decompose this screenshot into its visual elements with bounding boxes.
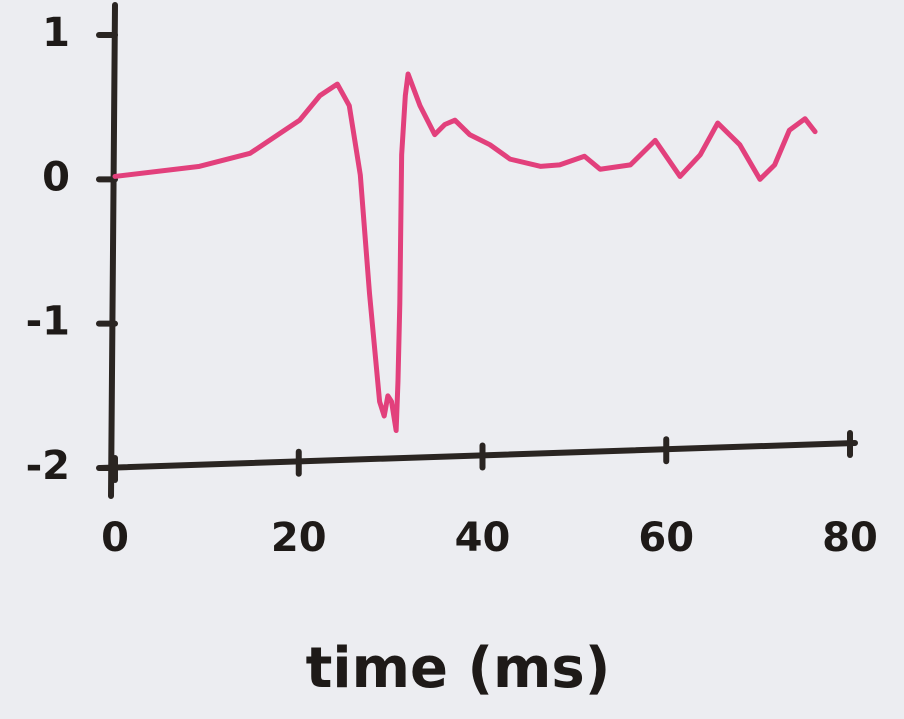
- y-axis: [111, 5, 115, 496]
- x-axis-label: time (ms): [306, 636, 611, 701]
- y-tick-label: -2: [26, 443, 70, 489]
- x-tick-label: 20: [271, 515, 327, 561]
- x-tick-label: 60: [638, 515, 694, 561]
- y-tick-label: 1: [42, 10, 70, 56]
- y-tick-label: 0: [42, 154, 70, 200]
- x-tick-label: 40: [455, 515, 511, 561]
- y-tick-label: -1: [26, 299, 70, 345]
- background: [0, 0, 904, 719]
- x-tick-label: 80: [822, 515, 878, 561]
- x-tick-label: 0: [101, 515, 129, 561]
- chart: time (ms) -2-101020406080: [0, 0, 904, 719]
